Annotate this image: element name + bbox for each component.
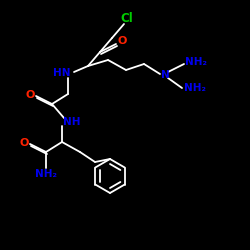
- Text: Cl: Cl: [120, 12, 134, 24]
- Text: N: N: [160, 70, 170, 80]
- Text: O: O: [19, 138, 29, 148]
- Text: O: O: [117, 36, 127, 46]
- Text: NH₂: NH₂: [35, 169, 57, 179]
- Text: HN: HN: [53, 68, 71, 78]
- Text: NH: NH: [63, 117, 81, 127]
- Text: NH₂: NH₂: [185, 57, 207, 67]
- Text: NH₂: NH₂: [184, 83, 206, 93]
- Text: O: O: [25, 90, 35, 100]
